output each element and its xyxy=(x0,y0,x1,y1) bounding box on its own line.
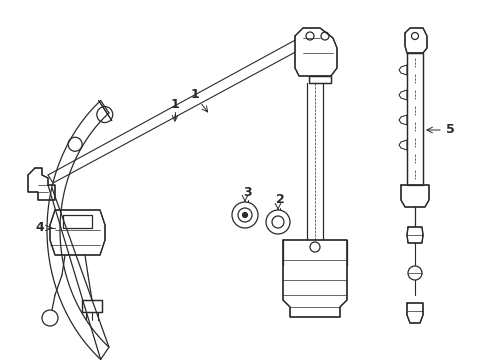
Polygon shape xyxy=(406,53,422,185)
Text: 2: 2 xyxy=(275,193,284,207)
Polygon shape xyxy=(398,90,406,100)
Polygon shape xyxy=(28,168,55,200)
Text: 5: 5 xyxy=(445,123,453,136)
Polygon shape xyxy=(406,227,422,243)
Polygon shape xyxy=(404,28,426,53)
Polygon shape xyxy=(398,140,406,150)
Text: 1: 1 xyxy=(170,99,179,112)
Polygon shape xyxy=(82,300,102,312)
Polygon shape xyxy=(50,210,105,255)
Polygon shape xyxy=(400,185,428,207)
Circle shape xyxy=(309,242,319,252)
Polygon shape xyxy=(398,115,406,125)
Text: 3: 3 xyxy=(243,186,252,199)
Text: 4: 4 xyxy=(36,221,44,234)
Polygon shape xyxy=(308,76,330,83)
Polygon shape xyxy=(283,240,346,317)
Polygon shape xyxy=(406,303,422,323)
Text: 1: 1 xyxy=(190,89,199,102)
Circle shape xyxy=(242,212,247,217)
Polygon shape xyxy=(294,28,336,76)
Polygon shape xyxy=(99,100,112,121)
Polygon shape xyxy=(398,65,406,75)
